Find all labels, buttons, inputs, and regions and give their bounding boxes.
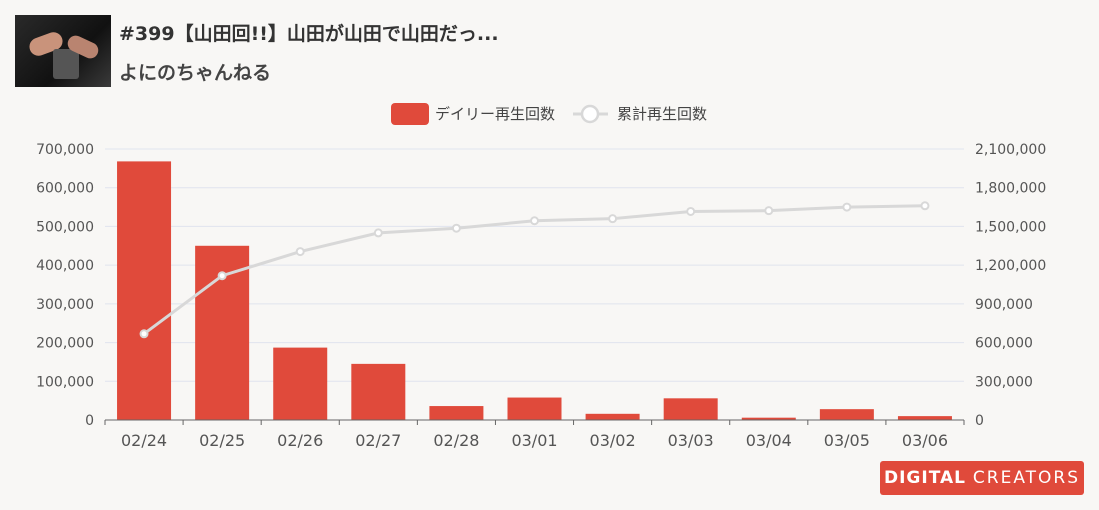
bar bbox=[351, 363, 406, 420]
y-left-tick-label: 500,000 bbox=[36, 219, 94, 235]
y-right-tick-label: 2,100,000 bbox=[975, 142, 1046, 158]
cumulative-point bbox=[686, 206, 696, 216]
y-left-tick-label: 700,000 bbox=[36, 142, 94, 158]
logo-text-light: CREATORS bbox=[972, 468, 1080, 488]
cumulative-point bbox=[842, 202, 852, 212]
y-right-tick-label: 0 bbox=[975, 413, 984, 429]
y-right-tick-label: 1,500,000 bbox=[975, 219, 1046, 235]
legend-line-marker bbox=[580, 104, 600, 124]
bar bbox=[897, 416, 952, 420]
x-tick-label: 03/06 bbox=[902, 431, 948, 450]
cumulative-point bbox=[295, 247, 305, 257]
video-header: #399【山田回!!】山田が山田で山田だっ... よにのちゃんねる bbox=[15, 15, 499, 87]
x-tick-label: 03/02 bbox=[590, 431, 636, 450]
bar bbox=[663, 398, 718, 420]
digital-creators-logo: DIGITAL CREATORS bbox=[880, 461, 1084, 495]
cumulative-point bbox=[373, 228, 383, 238]
y-left-tick-label: 100,000 bbox=[36, 374, 94, 390]
legend-line-label: 累計再生回数 bbox=[617, 105, 707, 123]
bar bbox=[507, 397, 562, 420]
x-tick-label: 02/24 bbox=[121, 431, 167, 450]
channel-name: よにのちゃんねる bbox=[119, 62, 272, 84]
cumulative-point bbox=[217, 271, 227, 281]
x-tick-label: 02/25 bbox=[199, 431, 245, 450]
x-tick-label: 03/05 bbox=[824, 431, 870, 450]
cumulative-point bbox=[530, 216, 539, 226]
bar bbox=[117, 161, 172, 421]
x-tick-label: 03/01 bbox=[511, 431, 557, 450]
x-tick-label: 02/28 bbox=[433, 431, 479, 450]
logo-text-bold: DIGITAL bbox=[883, 468, 966, 488]
bar bbox=[741, 417, 796, 420]
legend-bar-swatch bbox=[391, 103, 429, 125]
y-left-tick-label: 200,000 bbox=[36, 336, 94, 352]
bar bbox=[429, 406, 484, 420]
x-tick-label: 03/03 bbox=[668, 431, 714, 450]
legend-bar-label: デイリー再生回数 bbox=[435, 105, 555, 123]
cumulative-point bbox=[764, 206, 774, 216]
y-left-tick-label: 400,000 bbox=[36, 258, 94, 274]
views-chart: 0 0 100,000 300,000 200,000 600,000 300,000 900… bbox=[36, 103, 1046, 450]
y-left-tick-label: 0 bbox=[85, 413, 94, 429]
y-right-tick-label: 1,800,000 bbox=[975, 181, 1046, 197]
cumulative-point bbox=[920, 201, 930, 211]
video-thumbnail[interactable] bbox=[15, 15, 111, 87]
video-title[interactable]: #399【山田回!!】山田が山田で山田だっ... bbox=[119, 23, 499, 45]
bar bbox=[585, 413, 640, 420]
y-right-tick-label: 600,000 bbox=[975, 336, 1033, 352]
x-tick-label: 02/27 bbox=[355, 431, 401, 450]
y-left-tick-label: 600,000 bbox=[36, 181, 94, 197]
y-right-tick-label: 1,200,000 bbox=[975, 258, 1046, 274]
y-left-tick-label: 300,000 bbox=[36, 297, 94, 313]
bar bbox=[819, 409, 874, 420]
cumulative-point bbox=[608, 214, 618, 224]
x-tick-label: 03/04 bbox=[746, 431, 792, 450]
cumulative-point bbox=[451, 223, 461, 233]
bar bbox=[273, 347, 328, 420]
y-right-tick-label: 900,000 bbox=[975, 297, 1033, 313]
x-tick-label: 02/26 bbox=[277, 431, 323, 450]
cumulative-point bbox=[139, 329, 149, 339]
y-right-tick-label: 300,000 bbox=[975, 374, 1033, 390]
